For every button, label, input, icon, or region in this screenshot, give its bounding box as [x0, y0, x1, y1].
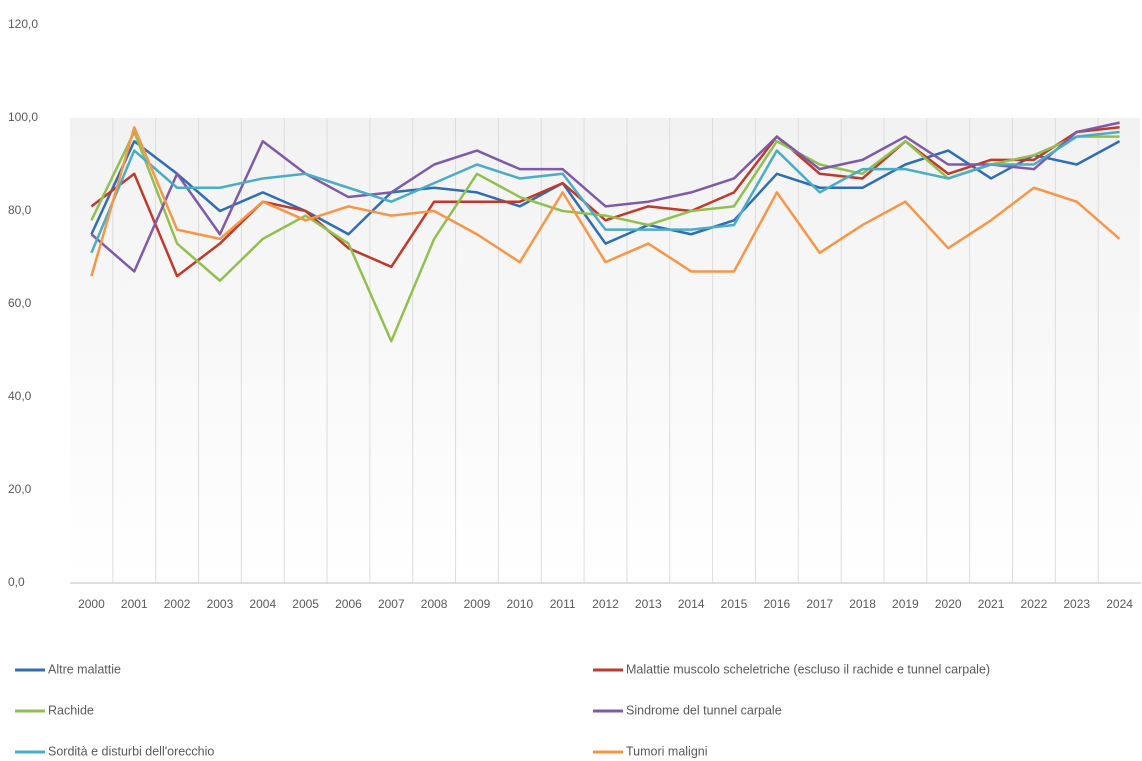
legend-label: Rachide: [48, 703, 94, 717]
x-tick-label: 2003: [207, 597, 234, 611]
x-tick-label: 2008: [421, 597, 448, 611]
series-line: [90, 126, 1121, 277]
legend-label: Altre malattie: [48, 662, 121, 676]
x-tick-label: 2010: [506, 597, 533, 611]
y-tick-label: 100,0: [8, 110, 38, 124]
x-tick-label: 2000: [78, 597, 105, 611]
y-tick-label: 40,0: [8, 389, 32, 403]
x-tick-label: 2001: [121, 597, 148, 611]
legend-label: Sordità e disturbi dell'orecchio: [48, 744, 214, 758]
legend-label: Tumori maligni: [626, 744, 708, 758]
x-tick-label: 2005: [292, 597, 319, 611]
plot-background: [70, 118, 1140, 583]
x-tick-label: 2004: [249, 597, 276, 611]
x-tick-label: 2019: [892, 597, 919, 611]
series-line: [90, 130, 1120, 254]
y-tick-label: 120,0: [8, 17, 38, 31]
x-tick-label: 2017: [806, 597, 833, 611]
x-tick-label: 2021: [978, 597, 1005, 611]
x-tick-label: 2006: [335, 597, 362, 611]
x-tick-label: 2002: [164, 597, 191, 611]
x-tick-label: 2023: [1063, 597, 1090, 611]
x-tick-label: 2016: [764, 597, 791, 611]
x-tick-label: 2015: [721, 597, 748, 611]
x-tick-label: 2013: [635, 597, 662, 611]
y-tick-label: 0,0: [8, 575, 25, 589]
x-tick-label: 2007: [378, 597, 405, 611]
y-tick-label: 60,0: [8, 296, 32, 310]
y-tick-label: 80,0: [8, 203, 32, 217]
legend: Altre malattie Malattie muscolo scheletri…: [15, 662, 990, 758]
x-tick-label: 2022: [1021, 597, 1048, 611]
x-tick-label: 2009: [464, 597, 491, 611]
x-tick-label: 2011: [550, 597, 576, 611]
series-line: [90, 121, 1120, 273]
y-tick-label: 20,0: [8, 482, 32, 496]
x-tick-label: 2024: [1106, 597, 1133, 611]
legend-label: Sindrome del tunnel carpale: [626, 703, 782, 717]
x-tick-label: 2012: [592, 597, 619, 611]
series-line: [90, 140, 1121, 245]
x-tick-label: 2020: [935, 597, 962, 611]
x-tick-label: 2018: [849, 597, 876, 611]
legend-label: Malattie muscolo scheletriche (escluso i…: [626, 662, 990, 676]
x-tick-label: 2014: [678, 597, 705, 611]
